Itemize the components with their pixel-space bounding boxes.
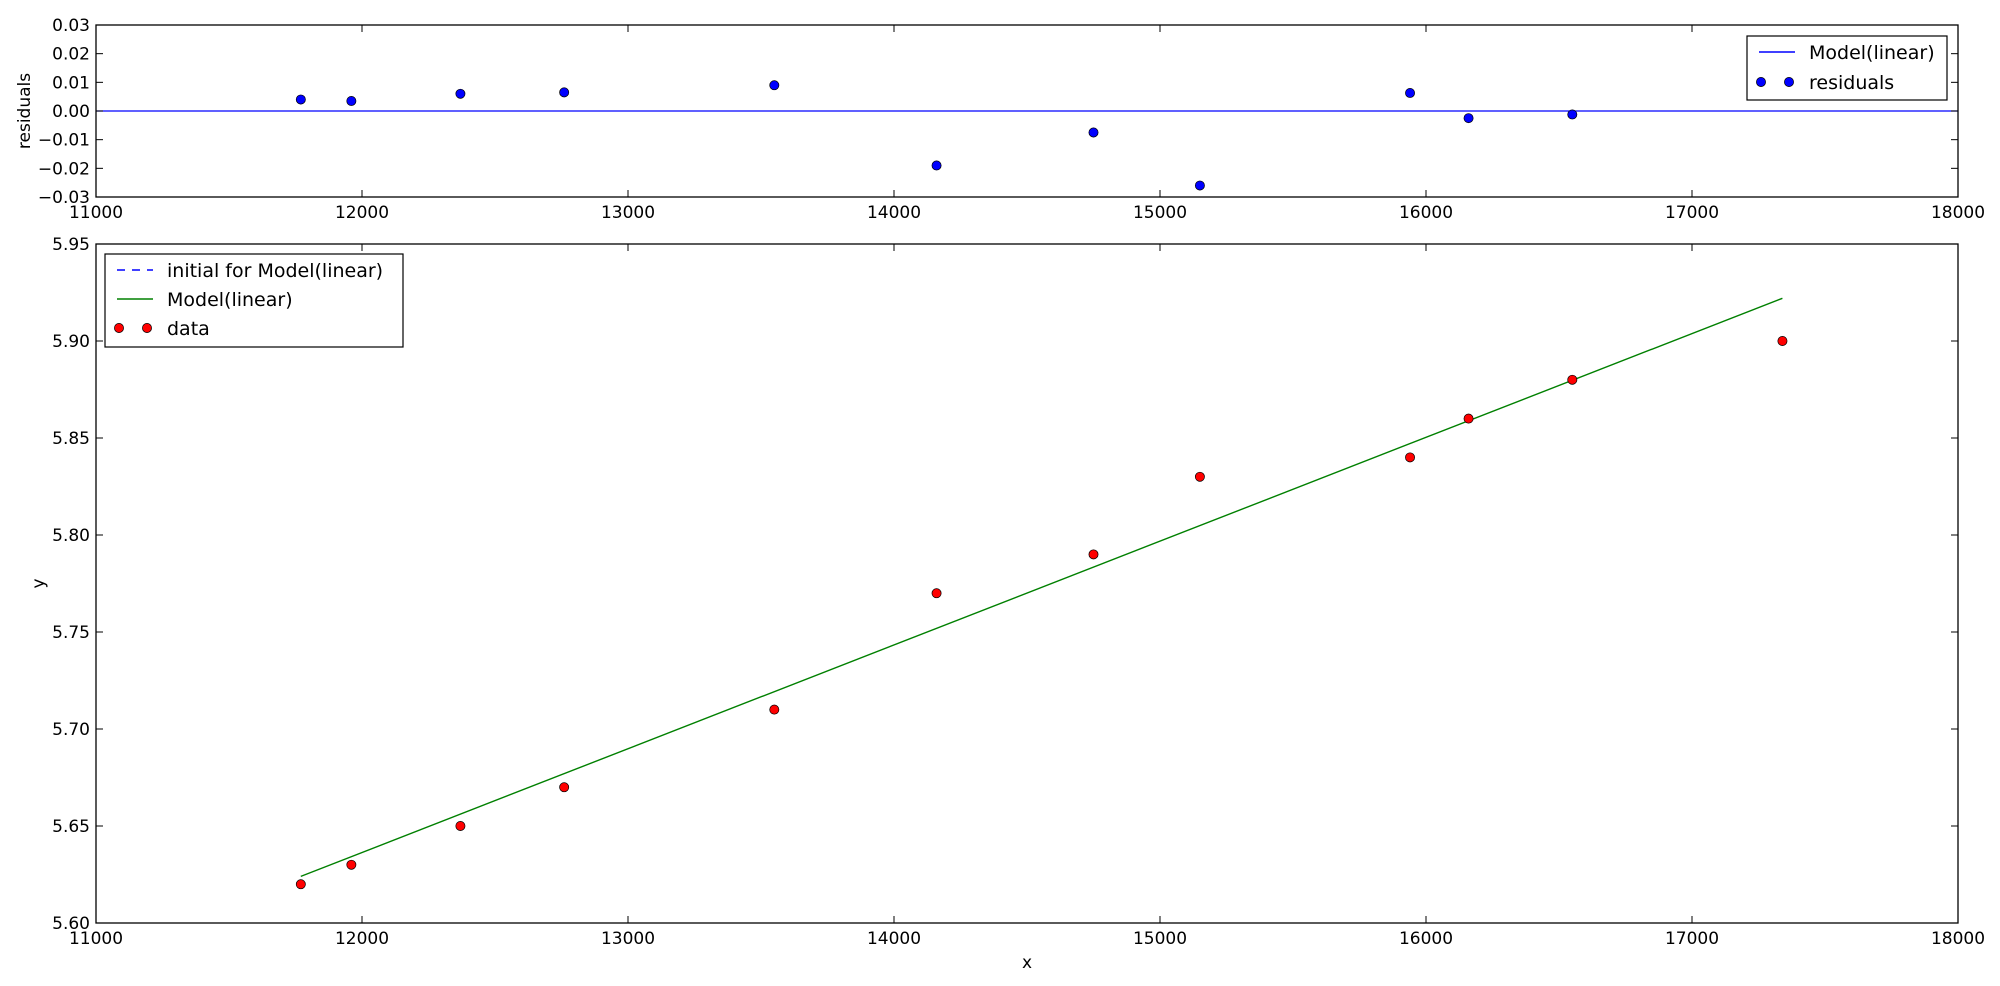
- main-legend-label: Model(linear): [167, 289, 293, 311]
- main-legend-box: [104, 253, 404, 348]
- main-data-point: [931, 588, 942, 599]
- residuals-legend-marker-swatch: [1784, 77, 1794, 87]
- main-y-axis-label: y: [29, 578, 49, 588]
- residuals-residuals-point: [295, 94, 306, 105]
- residuals-x-tick-label: 18000: [1931, 203, 1985, 223]
- residuals-x-tick-label: 17000: [1665, 203, 1719, 223]
- residuals-legend-marker-swatch: [1756, 77, 1766, 87]
- residuals-y-tick-label: −0.01: [38, 131, 90, 151]
- main-legend: initial for Model(linear) Model(linear) da…: [104, 253, 404, 348]
- main-y-tick-label: 5.65: [52, 817, 90, 837]
- residuals-x-tick-label: 11000: [69, 203, 123, 223]
- main-legend-label: data: [167, 318, 210, 340]
- main-model-linear--line: [300, 297, 1783, 878]
- main-y-tick-label: 5.60: [52, 914, 90, 934]
- residuals-residuals-point: [1567, 109, 1578, 120]
- main-x-tick-label: 17000: [1665, 929, 1719, 949]
- main-data-point: [769, 704, 780, 715]
- residuals-legend-box: [1746, 35, 1948, 101]
- main-x-axis-label: x: [1022, 953, 1032, 973]
- main-data-point: [1088, 549, 1099, 560]
- residuals-residuals-point: [455, 88, 466, 99]
- residuals-y-axis-label: residuals: [15, 73, 35, 149]
- residuals-residuals-point: [1088, 127, 1099, 138]
- main-legend-marker-swatch: [142, 323, 152, 333]
- main-y-tick-label: 5.80: [52, 526, 90, 546]
- main-data-point: [559, 782, 570, 793]
- residuals-legend-label: residuals: [1809, 72, 1894, 94]
- residuals-x-tick-label: 14000: [867, 203, 921, 223]
- residuals-residuals-point: [1194, 180, 1205, 191]
- main-data-point: [346, 859, 357, 870]
- main-legend-marker-swatch: [114, 323, 124, 333]
- main-x-tick-label: 12000: [335, 929, 389, 949]
- residuals-y-tick-label: 0.03: [52, 16, 90, 36]
- main-y-tick-label: 5.85: [52, 429, 90, 449]
- main-data-point: [1463, 413, 1474, 424]
- residuals-y-tick-label: 0.01: [52, 73, 90, 93]
- residuals-y-tick-label: −0.02: [38, 159, 90, 179]
- main-x-tick-label: 13000: [601, 929, 655, 949]
- main-x-tick-label: 11000: [69, 929, 123, 949]
- main-y-tick-label: 5.95: [52, 235, 90, 255]
- residuals-panel: 11000 12000 13000 14000 15000 16000 17000 18000…: [15, 16, 1985, 223]
- residuals-y-tick-label: −0.03: [38, 188, 90, 208]
- main-axes-frame: [95, 243, 1959, 924]
- main-data-point: [455, 821, 466, 831]
- main-panel: 11000 12000 13000 14000 15000 16000 17000 18000…: [29, 235, 1985, 973]
- residuals-legend: Model(linear) residuals: [1746, 35, 1948, 101]
- main-legend-label: initial for Model(linear): [167, 260, 383, 282]
- main-x-tick-label: 15000: [1133, 929, 1187, 949]
- residuals-y-tick-label: 0.00: [52, 102, 90, 122]
- main-y-tick-label: 5.75: [52, 623, 90, 643]
- main-data-point: [1194, 471, 1205, 482]
- residuals-residuals-point: [769, 80, 780, 91]
- main-x-tick-label: 14000: [867, 929, 921, 949]
- residuals-x-tick-label: 12000: [335, 203, 389, 223]
- residuals-legend-label: Model(linear): [1809, 42, 1935, 64]
- residuals-x-tick-label: 13000: [601, 203, 655, 223]
- main-x-tick-label: 16000: [1399, 929, 1453, 949]
- main-y-tick-label: 5.70: [52, 720, 90, 740]
- main-y-tick-label: 5.90: [52, 332, 90, 352]
- main-data-point: [1405, 452, 1415, 463]
- main-data-point: [1777, 336, 1788, 346]
- residuals-y-tick-label: 0.02: [52, 45, 90, 65]
- residuals-residuals-point: [931, 160, 942, 171]
- main-x-tick-label: 18000: [1931, 929, 1985, 949]
- residuals-x-tick-label: 16000: [1399, 203, 1453, 223]
- residuals-x-tick-label: 15000: [1133, 203, 1187, 223]
- residuals-residuals-point: [559, 87, 570, 98]
- main-data-point: [1567, 374, 1578, 385]
- main-data-point: [295, 879, 306, 890]
- residuals-residuals-point: [1405, 87, 1415, 98]
- residuals-residuals-point: [1463, 113, 1474, 124]
- residuals-residuals-point: [346, 96, 357, 106]
